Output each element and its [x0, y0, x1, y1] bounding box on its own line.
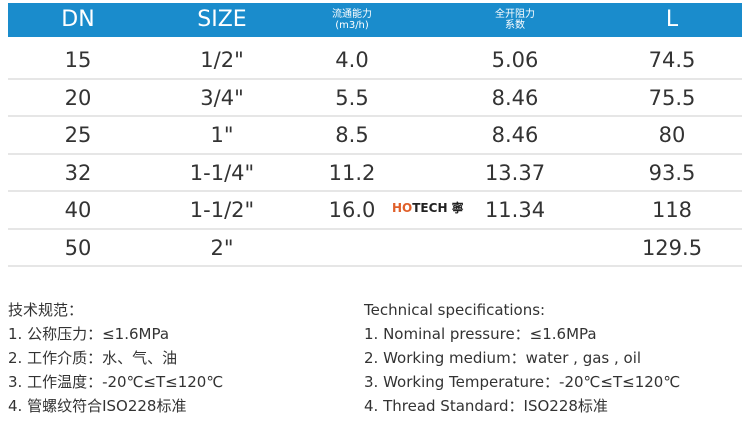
- cell-l: 74.5: [648, 48, 696, 72]
- watermark-ho: HO: [392, 201, 413, 215]
- spec-en-line: 2. Working medium：water , gas , oil: [364, 349, 642, 367]
- watermark-tech: TECH: [412, 201, 448, 215]
- cell-flow: 8.5: [335, 123, 369, 147]
- spec-cn-line: 技术规范：: [8, 301, 84, 319]
- cell-dn: 50: [64, 235, 92, 260]
- spec-cn-line: 1. 公称压力：≤1.6MPa: [8, 325, 170, 343]
- spec-cn-line: 4. 管螺纹符合ISO228标准: [8, 397, 187, 415]
- cell-resist: 8.46: [491, 85, 539, 110]
- table-row: 40 1-1/2" 16.0 11.34 118: [8, 192, 742, 230]
- spec-cn-line: 3. 工作温度：-20℃≤T≤120℃: [8, 373, 224, 391]
- table-row: 32 1-1/4" 11.2 13.37 93.5: [8, 155, 742, 192]
- spec-cn-line: 2. 工作介质：水、气、油: [8, 349, 178, 367]
- cell-flow: 16.0: [328, 198, 376, 222]
- table-row: 25 1" 8.5 8.46 80: [8, 117, 742, 155]
- cell-l: 80: [658, 123, 686, 147]
- cell-size: 2": [210, 235, 234, 260]
- header-resist: 全开阻力 系数: [495, 9, 535, 31]
- cell-dn: 40: [64, 198, 92, 222]
- table-header: DN SIZE 流通能力 (m3/h) 全开阻力 系数 L: [8, 3, 742, 37]
- cell-dn: 15: [64, 48, 92, 72]
- spec-en-line: 1. Nominal pressure：≤1.6MPa: [364, 325, 597, 343]
- header-l: L: [665, 7, 679, 32]
- table-row: 50 2" 129.5: [8, 230, 742, 267]
- header-resist-label2: 系数: [505, 20, 525, 31]
- cell-size: 3/4": [200, 85, 244, 110]
- cell-resist: 5.06: [491, 48, 539, 72]
- header-flow-unit: (m3/h): [335, 20, 369, 31]
- table-row: 20 3/4" 5.5 8.46 75.5: [8, 80, 742, 117]
- cell-resist: 13.37: [484, 160, 546, 185]
- cell-resist: 8.46: [491, 123, 539, 147]
- cell-l: 93.5: [648, 160, 696, 185]
- table-row: 15 1/2" 4.0 5.06 74.5: [8, 42, 742, 80]
- cell-flow: 5.5: [335, 85, 369, 110]
- cell-l: 75.5: [648, 85, 696, 110]
- cell-l: 129.5: [641, 235, 703, 260]
- header-resist-label: 全开阻力: [495, 9, 535, 20]
- header-dn: DN: [61, 7, 95, 32]
- cell-resist: 11.34: [484, 198, 546, 222]
- cell-dn: 32: [64, 160, 92, 185]
- cell-l: 118: [651, 198, 693, 222]
- cell-flow: 11.2: [328, 160, 376, 185]
- header-size: SIZE: [197, 7, 247, 32]
- spec-cn: 技术规范： 1. 公称压力：≤1.6MPa 2. 工作介质：水、气、油 3. 工…: [8, 298, 223, 418]
- cell-size: 1": [210, 123, 234, 147]
- cell-flow: 4.0: [335, 48, 369, 72]
- cell-size: 1-1/4": [189, 160, 255, 185]
- watermark-logo: HOTECH 寧: [392, 201, 464, 215]
- cell-dn: 25: [64, 123, 92, 147]
- cell-size: 1/2": [200, 48, 244, 72]
- watermark-mark: 寧: [451, 201, 464, 215]
- cell-size: 1-1/2": [189, 198, 255, 222]
- header-flow: 流通能力 (m3/h): [332, 9, 372, 31]
- spec-en-line: 4. Thread Standard：ISO228标准: [364, 397, 608, 415]
- spec-en-line: 3. Working Temperature：-20℃≤T≤120℃: [364, 373, 681, 391]
- header-flow-label: 流通能力: [332, 9, 372, 20]
- spec-en-line: Technical specifications:: [364, 301, 546, 319]
- cell-dn: 20: [64, 85, 92, 110]
- spec-en: Technical specifications: 1. Nominal pre…: [364, 298, 680, 418]
